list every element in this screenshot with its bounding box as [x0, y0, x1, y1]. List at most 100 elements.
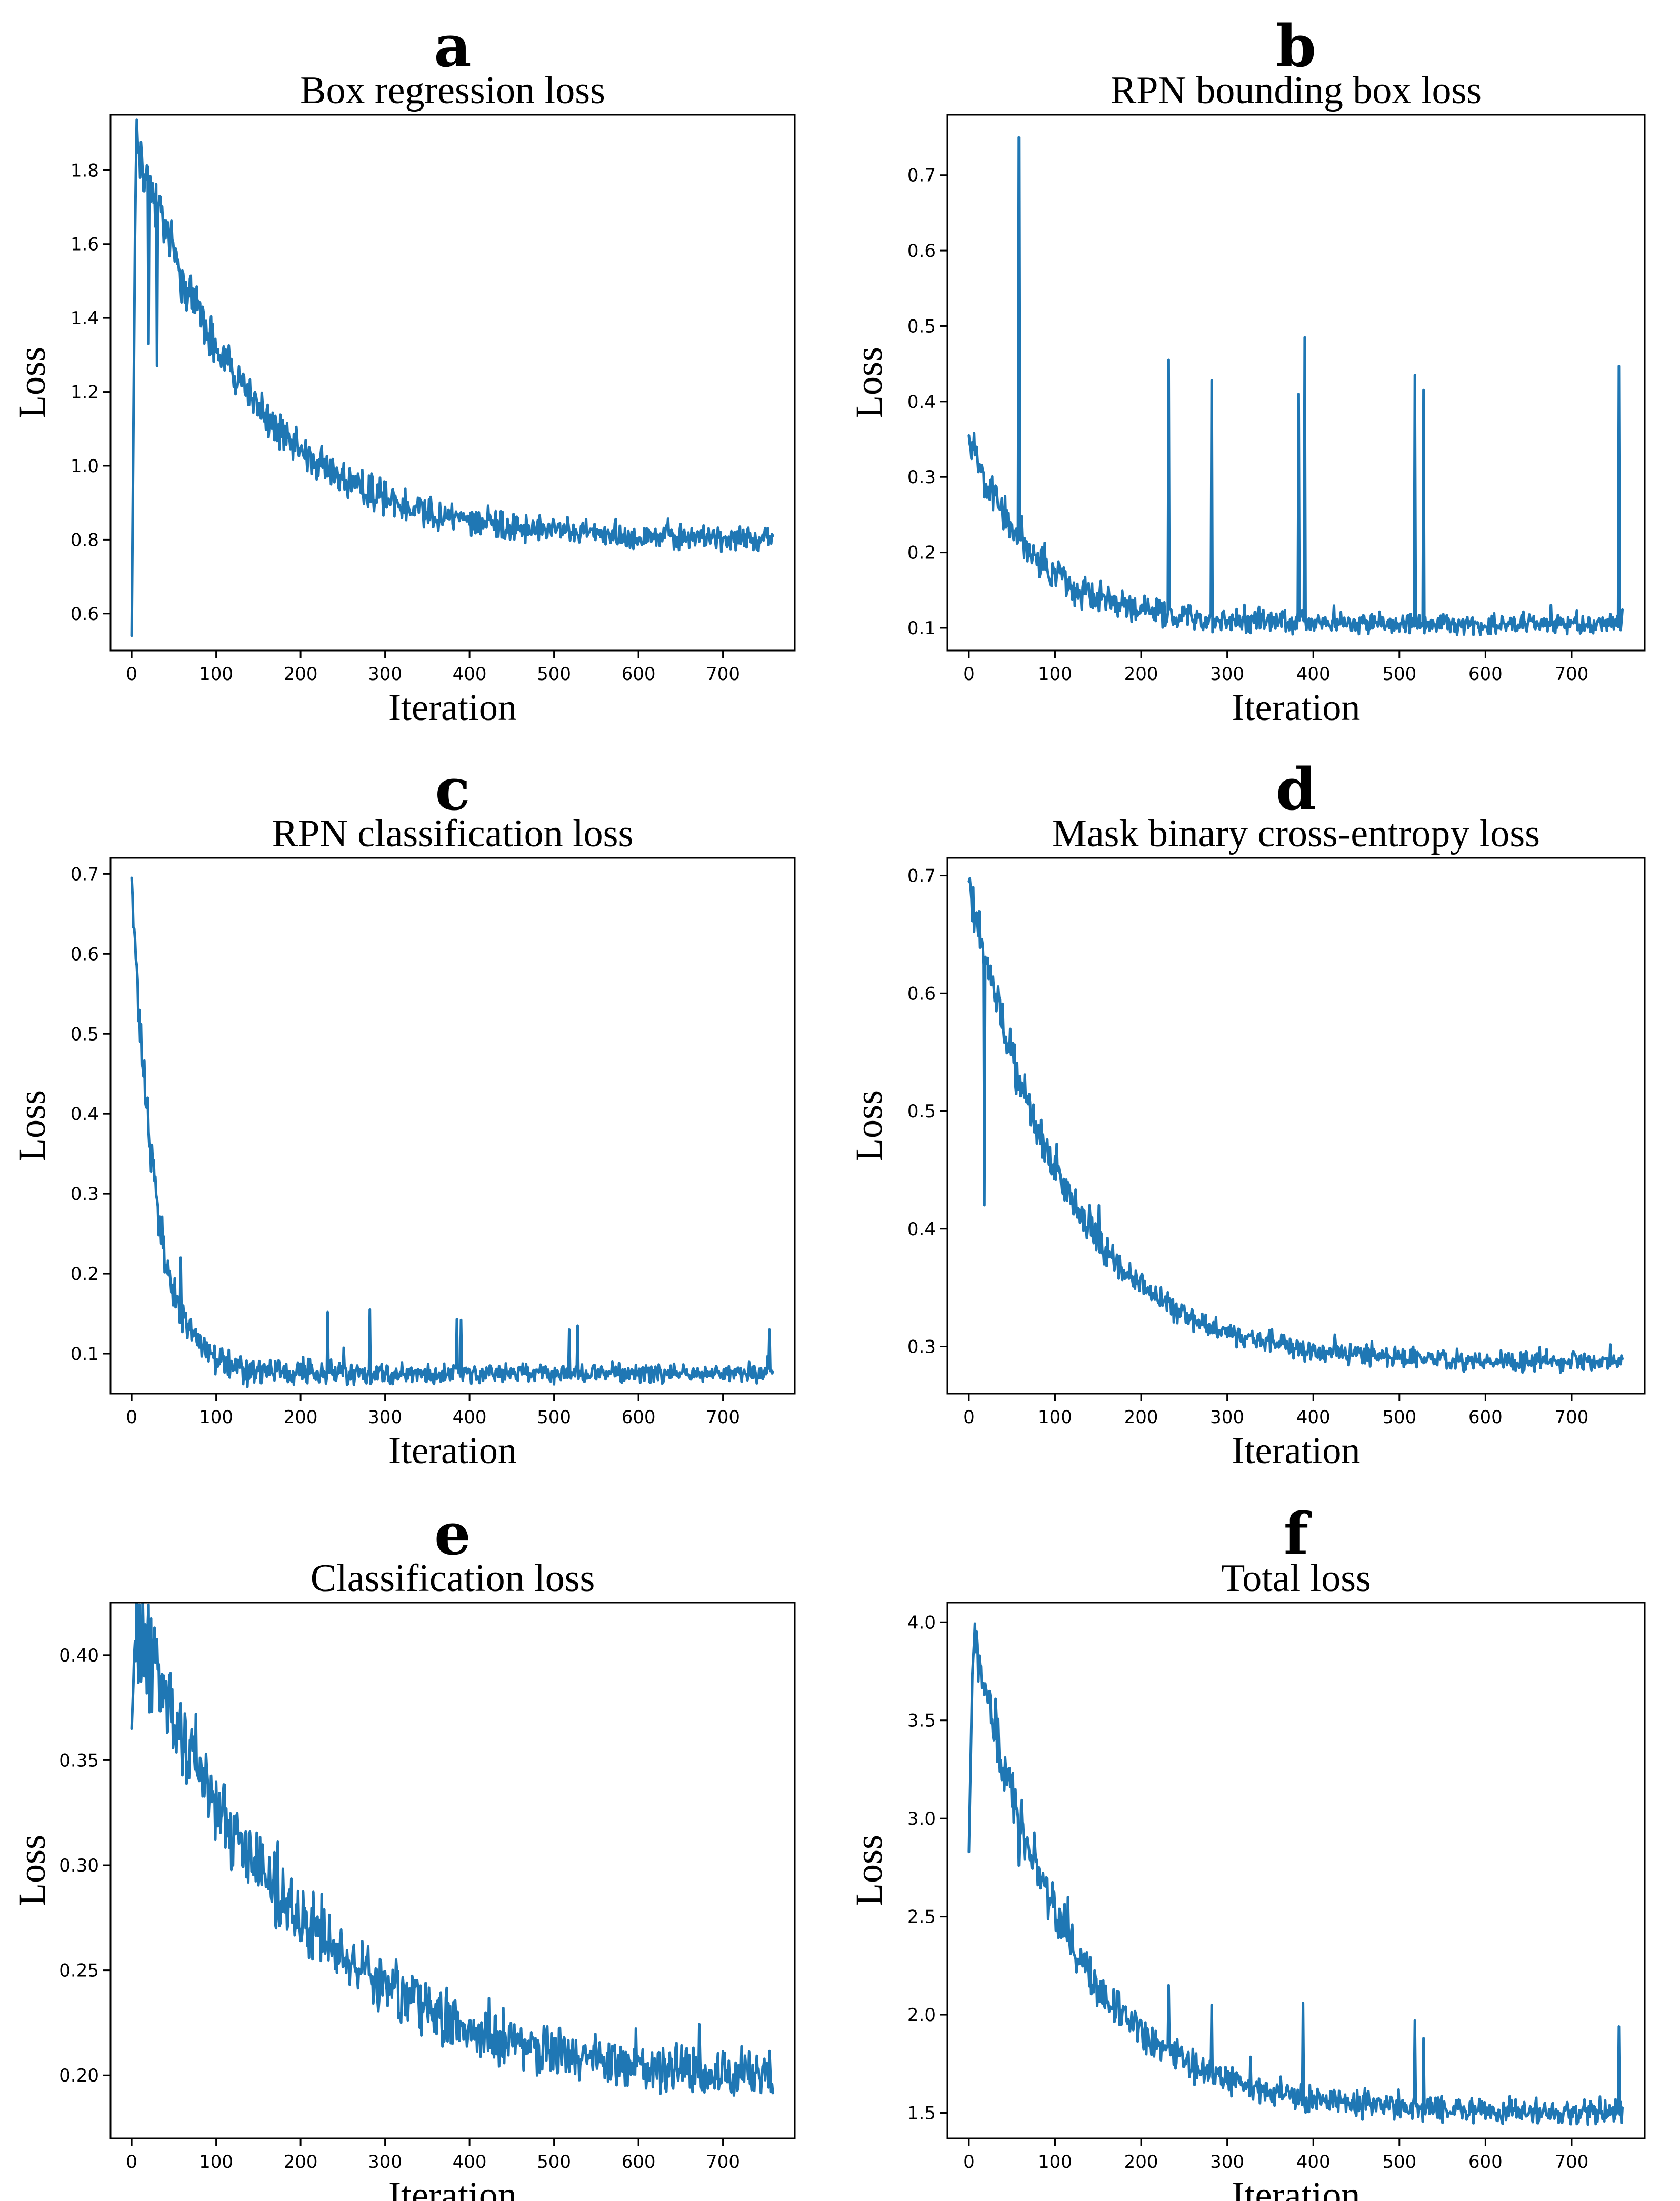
y-tick-label: 1.5: [907, 2103, 936, 2124]
chart-title: RPN classification loss: [272, 812, 634, 855]
x-tick-label: 400: [453, 1407, 487, 1428]
x-tick-label: 200: [1124, 664, 1158, 685]
series-line-box-regression-loss: [130, 118, 774, 637]
plot-frame: [109, 114, 796, 652]
y-tick-label: 0.8: [71, 529, 99, 551]
plot-frame: [946, 114, 1646, 652]
x-tick-label: 700: [706, 1407, 740, 1428]
chart-title: Box regression loss: [300, 69, 605, 112]
x-tick-label: 700: [1555, 1407, 1589, 1428]
panel-letter: c: [435, 755, 471, 823]
x-tick-label: 500: [1382, 664, 1416, 685]
x-tick-label: 400: [1296, 2152, 1331, 2173]
x-tick-label: 600: [1468, 2152, 1503, 2173]
x-tick-label: 600: [1468, 664, 1503, 685]
y-tick-label: 0.4: [71, 1104, 99, 1125]
y-tick-label: 0.40: [59, 1645, 99, 1666]
y-tick-label: 0.5: [907, 316, 936, 337]
x-tick-label: 500: [1382, 2152, 1416, 2173]
x-axis-label: Iteration: [1232, 1429, 1361, 1472]
y-axis-label: Loss: [848, 1090, 890, 1162]
series-line-classification-loss: [130, 1603, 774, 2097]
x-tick-label: 100: [199, 1407, 233, 1428]
y-tick-label: 2.5: [907, 1907, 936, 1928]
y-tick-label: 0.25: [59, 1960, 99, 1982]
panel-letter: a: [434, 12, 471, 80]
chart-title: Classification loss: [311, 1557, 595, 1600]
y-tick-label: 0.3: [71, 1184, 99, 1205]
x-tick-label: 400: [453, 2152, 487, 2173]
y-tick-label: 0.2: [71, 1264, 99, 1285]
y-axis-label: Loss: [11, 347, 53, 418]
x-tick-label: 400: [1296, 664, 1331, 685]
y-tick-label: 0.30: [59, 1855, 99, 1876]
y-axis-label: Loss: [848, 1835, 890, 1906]
x-tick-label: 0: [126, 2152, 137, 2173]
y-tick-label: 1.6: [71, 234, 99, 255]
y-tick-label: 0.5: [71, 1024, 99, 1045]
x-tick-label: 100: [1038, 664, 1072, 685]
plot-frame: [946, 857, 1646, 1395]
y-tick-label: 0.3: [907, 1337, 936, 1358]
y-tick-label: 0.35: [59, 1750, 99, 1771]
series-line-rpn-classification-loss: [130, 876, 774, 1388]
y-tick-label: 0.4: [907, 1219, 936, 1240]
y-tick-label: 0.7: [907, 866, 936, 887]
y-tick-label: 2.0: [907, 2005, 936, 2026]
y-tick-label: 0.2: [907, 543, 936, 564]
y-tick-label: 0.5: [907, 1101, 936, 1122]
y-tick-label: 0.7: [71, 864, 99, 885]
x-tick-label: 0: [963, 664, 975, 685]
x-tick-label: 300: [368, 1407, 402, 1428]
x-tick-label: 100: [1038, 2152, 1072, 2173]
x-tick-label: 600: [622, 1407, 656, 1428]
x-tick-label: 200: [284, 664, 318, 685]
y-tick-label: 3.0: [907, 1808, 936, 1829]
x-axis-label: Iteration: [1232, 686, 1361, 728]
x-tick-label: 100: [1038, 1407, 1072, 1428]
x-tick-label: 200: [1124, 1407, 1158, 1428]
y-axis-label: Loss: [11, 1090, 53, 1162]
y-tick-label: 1.0: [71, 456, 99, 477]
x-axis-label: Iteration: [388, 2174, 517, 2201]
y-tick-label: 0.20: [59, 2065, 99, 2086]
plot-frame: [109, 857, 796, 1395]
panel-letter: f: [1284, 1500, 1312, 1568]
y-tick-label: 3.5: [907, 1710, 936, 1732]
x-tick-label: 0: [126, 664, 137, 685]
x-tick-label: 300: [368, 664, 402, 685]
panel-letter: d: [1276, 755, 1316, 823]
y-tick-label: 1.2: [71, 382, 99, 403]
x-tick-label: 0: [126, 1407, 137, 1428]
plot-frame: [946, 1602, 1646, 2139]
x-tick-label: 0: [963, 2152, 975, 2173]
x-tick-label: 200: [284, 2152, 318, 2173]
x-tick-label: 700: [1555, 2152, 1589, 2173]
y-tick-label: 0.6: [907, 983, 936, 1004]
x-tick-label: 700: [1555, 664, 1589, 685]
x-tick-label: 700: [706, 664, 740, 685]
x-tick-label: 100: [199, 2152, 233, 2173]
x-tick-label: 700: [706, 2152, 740, 2173]
panel-letter: e: [434, 1500, 471, 1568]
series-line-total-loss: [967, 1622, 1624, 2126]
y-tick-label: 0.3: [907, 467, 936, 488]
x-tick-label: 300: [1210, 1407, 1244, 1428]
x-tick-label: 200: [1124, 2152, 1158, 2173]
y-tick-label: 0.7: [907, 165, 936, 186]
y-axis-label: Loss: [848, 347, 890, 418]
x-tick-label: 400: [1296, 1407, 1331, 1428]
x-tick-label: 600: [622, 2152, 656, 2173]
chart-title: RPN bounding box loss: [1111, 69, 1482, 112]
y-tick-label: 0.4: [907, 392, 936, 413]
y-tick-label: 0.6: [71, 944, 99, 965]
series-line-mask-binary-cross-entropy-loss: [967, 877, 1624, 1374]
y-tick-label: 0.6: [907, 241, 936, 262]
y-tick-label: 1.4: [71, 308, 99, 329]
y-tick-label: 0.1: [71, 1344, 99, 1365]
